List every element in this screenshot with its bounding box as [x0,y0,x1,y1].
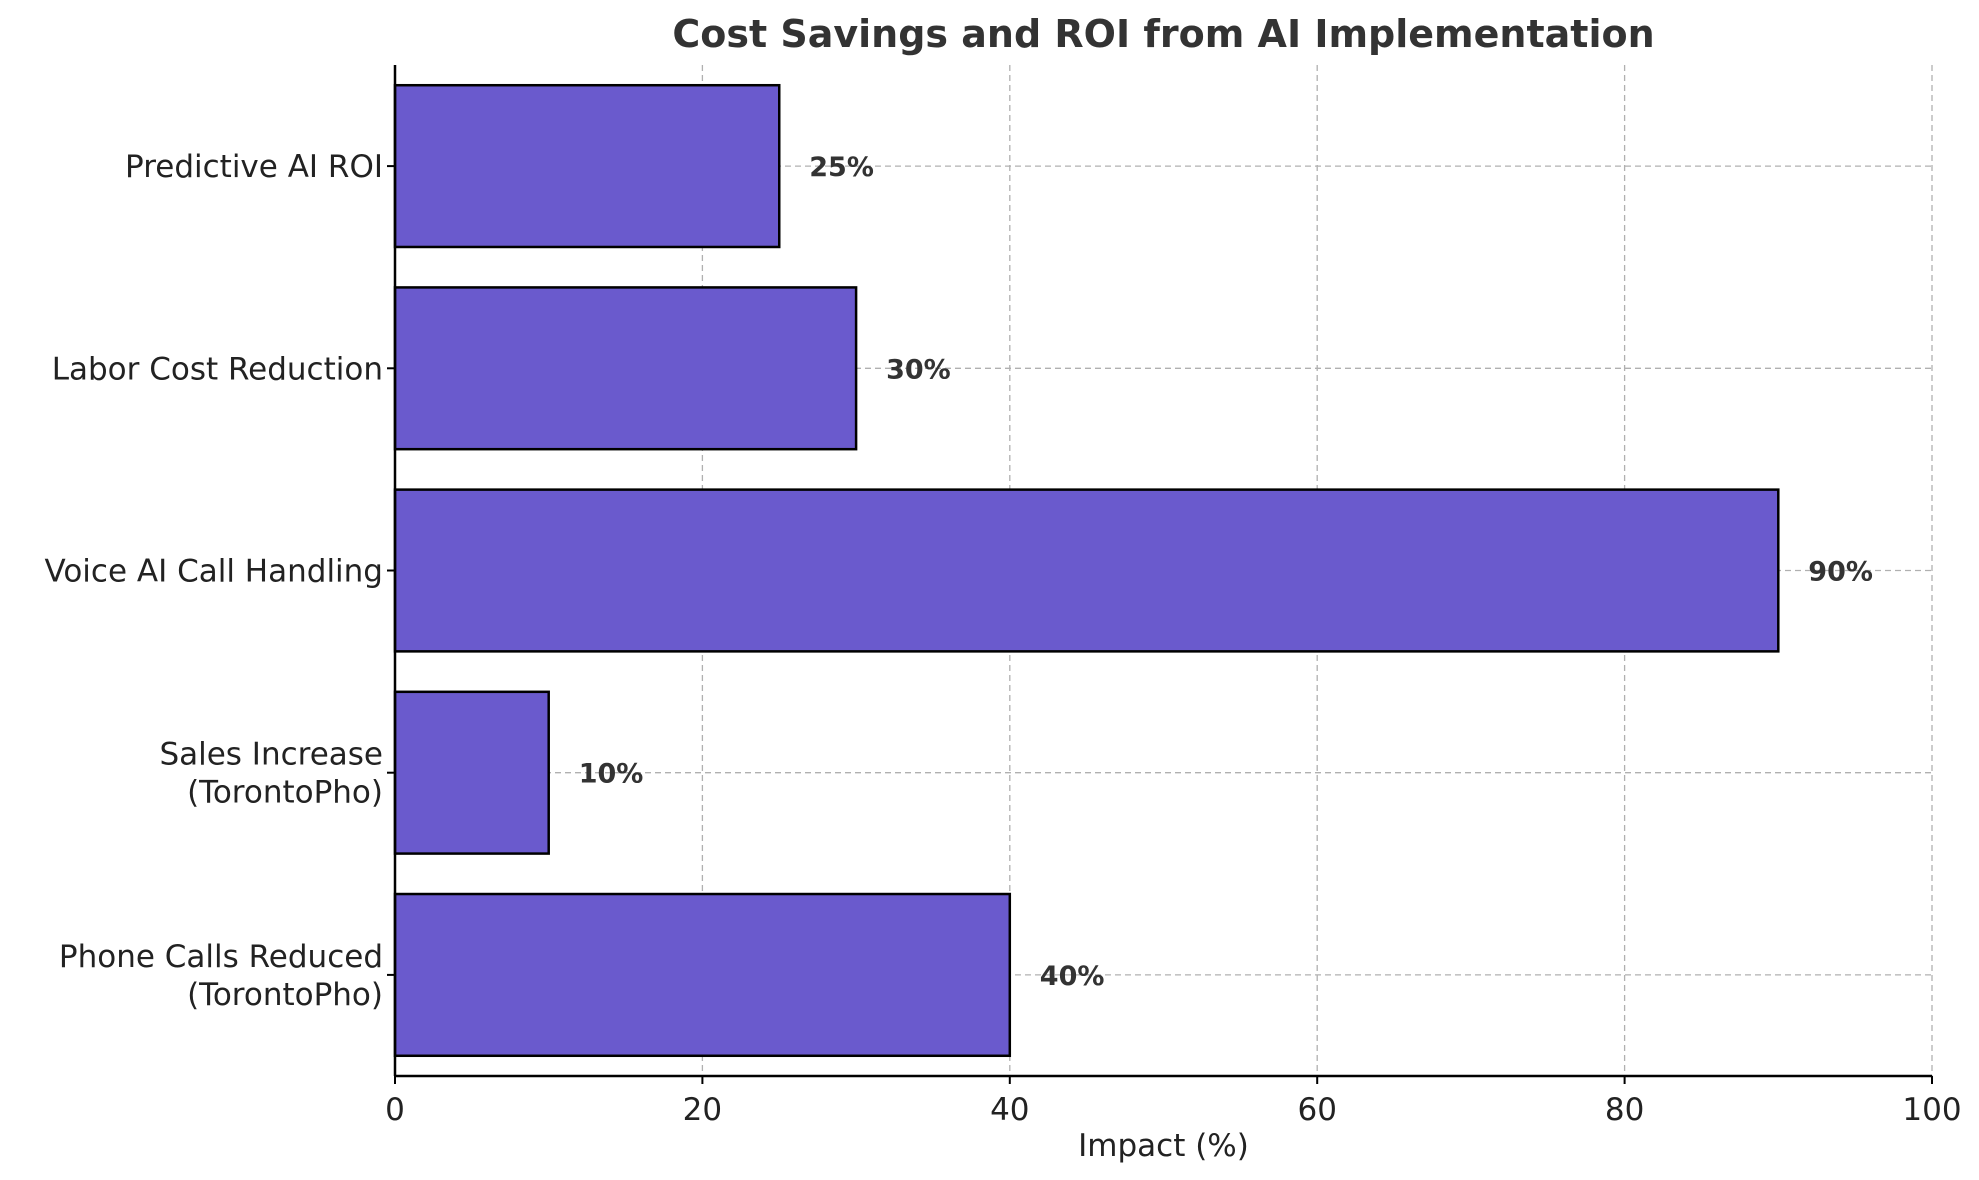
bar-value-label: 25% [809,152,874,183]
x-tick-label: 40 [990,1092,1029,1128]
bar-value-label: 90% [1808,557,1873,588]
category-label: Sales Increase (TorontoPho) [159,737,383,811]
bar [393,83,781,249]
category-label: Labor Cost Reduction [52,351,383,387]
bar [393,892,1012,1058]
bar-value-label: 30% [886,354,951,385]
x-tick-label: 80 [1605,1092,1644,1128]
x-axis-label: Impact (%) [1078,1128,1249,1164]
category-label: Voice AI Call Handling [45,554,383,590]
bar [393,690,550,855]
x-tick-label: 60 [1297,1092,1336,1128]
x-tick-label: 0 [385,1092,405,1128]
x-tick-label: 100 [1902,1092,1961,1128]
value-labels: 40% 10% 90% 30% 25% [579,152,1873,992]
bar [393,286,858,451]
category-label: Phone Calls Reduced (TorontoPho) [59,939,383,1013]
chart-title: Cost Savings and ROI from AI Implementat… [672,12,1654,56]
bars [393,83,1780,1058]
x-tick-label: 20 [683,1092,722,1128]
bar-value-label: 10% [579,759,644,790]
category-label: Predictive AI ROI [125,149,383,185]
bar-value-label: 40% [1040,961,1105,992]
ticks: 0 20 40 60 80 100 Phone Calls Reduced (TorontoP… [45,149,1962,1128]
bar [393,488,1780,653]
